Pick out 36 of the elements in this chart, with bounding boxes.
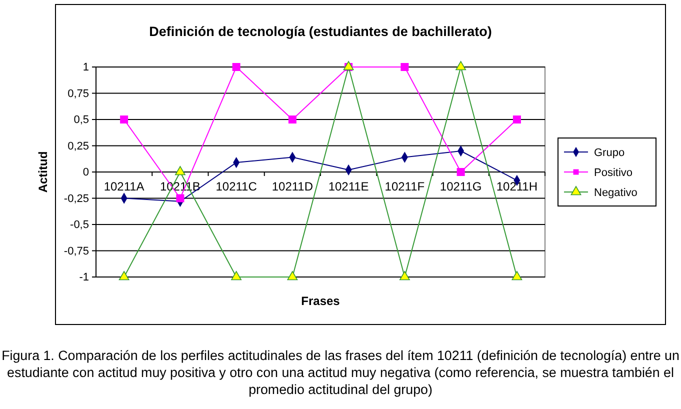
legend-label: Negativo <box>594 187 638 199</box>
point <box>288 116 296 124</box>
point <box>118 271 130 280</box>
point <box>400 63 409 71</box>
text: Figura 1. Comparación de los perfiles actitudinales de las frases del ítem 10211 (definición de tecnología) entre un estudiante con actitud muy positiva y otro con una actitud muy negativa (como referencia, se muestra también el promedio actitudinal del grupo) <box>0 347 680 398</box>
x-tick-label: 10211C <box>216 180 258 194</box>
y-tick-label: -0,5 <box>70 219 89 232</box>
y-tick-label: -0,25 <box>64 192 89 205</box>
point <box>512 116 521 124</box>
point <box>174 166 186 176</box>
point <box>456 168 465 176</box>
point <box>287 271 298 280</box>
point <box>231 271 242 280</box>
chart-title: Definición de tecnología (estudiantes de bachillerato) <box>149 24 492 39</box>
y-tick-label: 0 <box>82 166 89 179</box>
x-tick-label: 10211F <box>384 180 425 194</box>
legend-label: Positivo <box>594 167 633 179</box>
x-tick-label: 10211A <box>104 180 144 194</box>
y-axis-title: Actitud <box>36 151 50 193</box>
point <box>399 271 410 280</box>
y-tick-label: 0,25 <box>68 140 89 152</box>
x-tick-label: 10211E <box>328 180 369 194</box>
x-axis-title: Frases <box>301 294 340 308</box>
y-tick-label: -1 <box>79 272 89 284</box>
y-tick-label: 0,75 <box>68 88 89 100</box>
point <box>232 63 240 71</box>
y-tick-label: -0,75 <box>64 245 89 258</box>
point <box>120 116 128 124</box>
y-tick-label: 1 <box>82 62 89 74</box>
legend-label: Grupo <box>594 147 625 159</box>
point <box>176 194 184 202</box>
y-tick-label: 0,5 <box>74 114 89 126</box>
x-tick-label: 10211G <box>440 180 482 194</box>
x-tick-label: 10211D <box>272 180 314 194</box>
x-tick-label: 10211H <box>496 180 538 194</box>
point <box>512 271 522 280</box>
